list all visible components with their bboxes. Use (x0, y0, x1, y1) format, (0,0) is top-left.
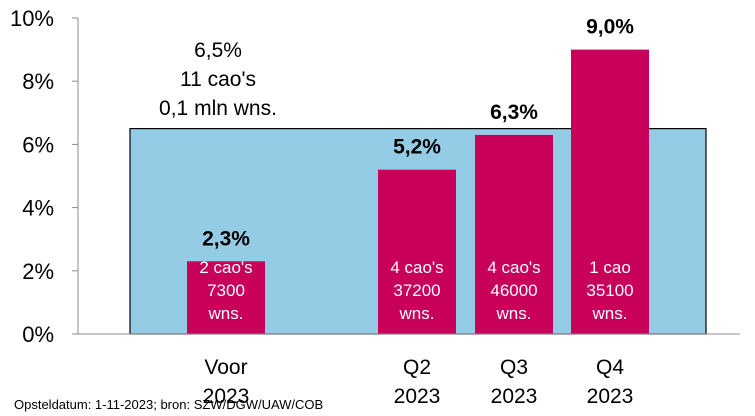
y-axis: 0% 2% 4% 6% 8% 10% (10, 6, 79, 347)
y-tick-label: 8% (22, 69, 54, 94)
x-category-label: Voor (204, 356, 247, 379)
reference-area-note: 0,1 mln wns. (159, 97, 277, 120)
bar-note: wns. (592, 304, 628, 323)
y-tick-label: 0% (22, 322, 54, 347)
y-tick-label: 2% (22, 259, 54, 284)
bar-note: wns. (399, 304, 435, 323)
x-category-label: Q3 (500, 356, 528, 379)
y-tick-label: 10% (10, 6, 54, 31)
data-labels: 2,3% 2 cao's 7300 wns. 5,2% 4 cao's 37200 wns. 6… (199, 16, 634, 323)
bar-series (187, 49, 649, 334)
bar-note: 46000 (490, 281, 537, 300)
bar-note: wns. (208, 304, 244, 323)
bar-note: 1 cao (589, 258, 631, 277)
bar (571, 49, 649, 334)
x-category-label: Q4 (596, 356, 624, 379)
bar (378, 169, 456, 334)
bar-note: 7300 (207, 281, 245, 300)
bar-note: 35100 (586, 281, 633, 300)
y-tick-label: 4% (22, 196, 54, 221)
source-note: Opsteldatum: 1-11-2023; bron: SZW/DGW/UA… (14, 397, 323, 412)
bar-value-label: 9,0% (586, 16, 634, 39)
x-category-label: 2023 (587, 385, 634, 408)
y-tick-label: 6% (22, 132, 54, 157)
bar-note: 2 cao's (199, 258, 252, 277)
bar-value-label: 6,3% (490, 101, 538, 124)
x-category-label: 2023 (394, 385, 441, 408)
x-category-label: 2023 (203, 385, 250, 408)
bar-note: 37200 (393, 281, 440, 300)
bar (475, 134, 553, 334)
x-category-label: 2023 (491, 385, 538, 408)
bar-note: 4 cao's (487, 258, 540, 277)
bar-value-label: 2,3% (202, 227, 250, 250)
x-axis: Voor 2023 Q2 2023 Q3 2023 Q4 2023 (78, 333, 740, 408)
reference-area-note: 6,5% (194, 39, 242, 62)
x-category-label: Q2 (403, 356, 431, 379)
bar (187, 261, 265, 334)
bar-value-label: 5,2% (393, 136, 441, 159)
bar-note: wns. (496, 304, 532, 323)
reference-area-note: 11 cao's (180, 68, 256, 91)
bar-note: 4 cao's (390, 258, 443, 277)
